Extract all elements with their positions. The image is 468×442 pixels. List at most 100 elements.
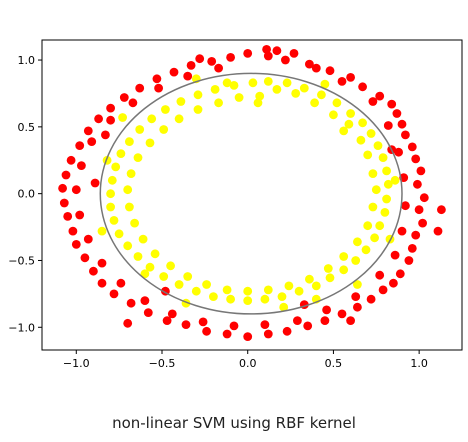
yellow-point xyxy=(130,218,140,228)
red-point xyxy=(320,316,330,325)
red-point xyxy=(59,198,69,208)
red-point xyxy=(68,226,78,236)
red-point xyxy=(123,318,133,328)
yellow-point xyxy=(353,237,362,247)
yellow-point xyxy=(370,233,379,243)
red-point xyxy=(351,292,361,301)
yellow-point xyxy=(378,153,388,163)
red-point xyxy=(262,45,271,54)
yellow-point xyxy=(174,114,184,124)
red-point xyxy=(394,147,403,157)
red-point xyxy=(404,256,414,265)
y-axis-ticks: −1.0 −0.5 0.0 0.5 1.0 xyxy=(8,54,42,334)
yellow-point xyxy=(202,280,212,289)
data-points xyxy=(58,45,446,341)
yellow-point xyxy=(332,98,342,108)
red-point xyxy=(226,53,236,62)
yellow-point xyxy=(361,245,371,255)
yellow-point xyxy=(140,269,150,279)
red-point xyxy=(202,326,212,336)
yellow-point xyxy=(123,241,133,251)
red-point xyxy=(167,309,177,319)
red-point xyxy=(368,97,378,106)
figure-caption: non-linear SVM using RBF kernel xyxy=(112,414,356,432)
yellow-point xyxy=(229,81,239,90)
yellow-point xyxy=(329,110,338,120)
yellow-point xyxy=(310,98,319,108)
red-point xyxy=(322,305,331,315)
red-point xyxy=(411,154,421,164)
yellow-point xyxy=(356,135,366,145)
red-point xyxy=(119,93,129,102)
yellow-point xyxy=(382,194,391,204)
yellow-point xyxy=(368,202,378,212)
red-point xyxy=(263,51,273,61)
yellow-point xyxy=(114,229,124,239)
red-point xyxy=(397,119,407,129)
red-point xyxy=(143,308,153,317)
yellow-point xyxy=(279,302,289,312)
yellow-point xyxy=(150,249,160,259)
yellow-point xyxy=(373,141,383,151)
yellow-point xyxy=(366,129,376,138)
yellow-point xyxy=(193,105,203,114)
red-point xyxy=(77,161,86,171)
red-point xyxy=(260,320,270,329)
yellow-point xyxy=(383,179,393,189)
red-point xyxy=(140,296,150,305)
yellow-point xyxy=(191,286,201,296)
red-point xyxy=(289,49,299,58)
yellow-point xyxy=(109,216,119,225)
red-point xyxy=(419,193,429,203)
yellow-point xyxy=(135,125,145,134)
yellow-point xyxy=(311,281,321,291)
red-point xyxy=(229,321,239,331)
red-point xyxy=(418,218,427,228)
yellow-point xyxy=(263,285,273,295)
red-point xyxy=(162,316,172,325)
red-point xyxy=(58,183,67,193)
red-point xyxy=(358,82,367,92)
red-point xyxy=(83,234,93,244)
red-point xyxy=(325,66,335,76)
yellow-point xyxy=(226,294,236,304)
red-point xyxy=(207,57,217,66)
red-point xyxy=(87,137,97,147)
x-tick-label: −1.0 xyxy=(63,357,90,370)
yellow-point xyxy=(294,286,304,296)
red-point xyxy=(387,99,397,109)
red-point xyxy=(63,212,73,221)
yellow-point xyxy=(106,189,115,199)
red-point xyxy=(437,205,446,215)
y-tick-label: 1.0 xyxy=(18,54,36,67)
red-point xyxy=(61,170,71,180)
red-point xyxy=(106,103,115,113)
yellow-point xyxy=(118,113,127,122)
yellow-point xyxy=(209,292,218,301)
yellow-point xyxy=(277,292,287,301)
yellow-point xyxy=(147,114,157,124)
red-point xyxy=(214,63,224,73)
yellow-point xyxy=(371,185,381,195)
y-tick-label: −0.5 xyxy=(8,254,35,267)
y-tick-label: 0.0 xyxy=(18,188,36,201)
axes-frame xyxy=(41,39,463,351)
yellow-point xyxy=(138,234,148,244)
red-point xyxy=(71,240,81,249)
yellow-point xyxy=(133,153,143,163)
yellow-point xyxy=(299,83,309,93)
red-point xyxy=(89,266,98,276)
yellow-point xyxy=(166,261,176,271)
yellow-point xyxy=(123,185,133,195)
red-point xyxy=(116,278,126,288)
red-point xyxy=(383,121,393,130)
x-tick-label: 0.0 xyxy=(239,357,257,370)
red-point xyxy=(395,269,405,279)
red-point xyxy=(378,285,388,295)
yellow-point xyxy=(260,294,270,304)
red-point xyxy=(181,320,191,329)
y-tick-label: −1.0 xyxy=(8,321,35,334)
yellow-point xyxy=(339,252,349,261)
red-point xyxy=(311,63,321,73)
yellow-point xyxy=(291,89,301,98)
